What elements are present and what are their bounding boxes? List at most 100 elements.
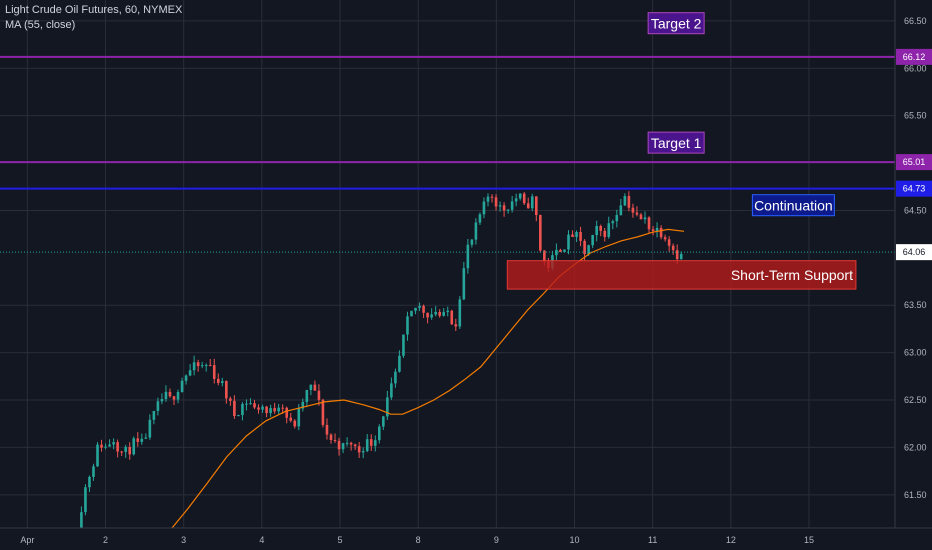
candle-body xyxy=(108,444,111,447)
candle-body xyxy=(575,231,578,237)
candle-body xyxy=(277,407,280,412)
candle-body xyxy=(212,365,216,379)
candle-body xyxy=(603,230,607,237)
candle-body xyxy=(422,305,425,313)
candle-body xyxy=(635,212,639,215)
candle-body xyxy=(454,324,458,327)
annotation-box[interactable] xyxy=(647,12,705,35)
candle-body xyxy=(164,391,168,400)
candle-body xyxy=(526,203,530,209)
candle-body xyxy=(530,196,534,209)
level-value: 65.01 xyxy=(903,157,926,167)
annotation-box[interactable] xyxy=(647,131,705,154)
candle-body xyxy=(329,434,333,440)
y-axis-level-labels: 66.12 65.01 64.73 64.06 xyxy=(896,48,932,261)
candle-body xyxy=(233,400,236,417)
y-tick-label: 66.50 xyxy=(904,16,927,26)
candle-body xyxy=(373,440,377,446)
candle-body xyxy=(136,438,140,442)
candle-body xyxy=(450,310,454,325)
x-tick-label: 5 xyxy=(338,535,343,545)
candle-body xyxy=(361,451,365,453)
candle-body xyxy=(269,408,272,414)
y-axis-ticks: 61.50 62.00 62.50 63.00 63.50 64.50 65.50 66.00… xyxy=(904,16,927,500)
candle-body xyxy=(442,312,446,316)
candle-body xyxy=(341,443,345,450)
candle-body xyxy=(663,237,667,240)
candle-body xyxy=(639,214,643,220)
candle-body xyxy=(398,355,401,372)
candle-body xyxy=(265,406,268,414)
candle-body xyxy=(200,365,204,367)
level-value: 66.12 xyxy=(903,52,926,62)
candle-body xyxy=(587,245,590,255)
candle-body xyxy=(168,391,172,397)
candle-body xyxy=(643,217,647,220)
annotation-label: Target 2 xyxy=(651,16,702,32)
candle-body xyxy=(237,415,240,417)
annotation-box[interactable] xyxy=(751,194,835,217)
candle-body xyxy=(394,371,397,384)
short-term-support-zone xyxy=(506,260,857,290)
candle-body xyxy=(518,193,522,199)
candle-body xyxy=(156,401,160,411)
candle-body xyxy=(301,401,305,409)
candle-body xyxy=(192,362,196,371)
candle-body xyxy=(434,311,437,315)
grid xyxy=(0,0,895,528)
candle-body xyxy=(402,334,405,356)
annotation-label: Target 1 xyxy=(651,135,702,151)
x-tick-label: 2 xyxy=(103,535,108,545)
candle-body xyxy=(297,408,301,427)
candle-body xyxy=(631,207,635,213)
y-tick-label: 63.00 xyxy=(904,348,927,358)
candle-body xyxy=(478,214,482,223)
time-axis[interactable] xyxy=(0,528,932,550)
candle-body xyxy=(116,442,119,452)
candle-body xyxy=(245,403,248,405)
candle-body xyxy=(225,381,228,399)
indicator-label: MA (55, close) xyxy=(5,19,76,31)
candle-body xyxy=(365,439,369,452)
candle-body xyxy=(659,227,663,238)
candle-body xyxy=(325,424,329,435)
candle-body xyxy=(313,384,317,391)
level-badge xyxy=(896,154,932,171)
candle-body xyxy=(253,403,256,408)
candle-body xyxy=(498,205,502,207)
x-tick-label: 4 xyxy=(259,535,264,545)
candle-body xyxy=(506,209,510,211)
candle-body xyxy=(522,193,526,204)
candle-body xyxy=(386,397,389,417)
candles xyxy=(76,191,683,545)
candle-body xyxy=(321,399,325,425)
candle-body xyxy=(132,438,136,455)
candle-body xyxy=(462,268,466,300)
chart-title: Light Crude Oil Futures, 60, NYMEX xyxy=(5,4,183,16)
candle-body xyxy=(216,378,220,383)
candle-body xyxy=(667,239,671,246)
candle-body xyxy=(196,362,200,367)
candle-body xyxy=(249,403,252,405)
candle-body xyxy=(675,250,679,260)
candle-body xyxy=(309,384,313,390)
candle-body xyxy=(482,201,486,215)
candle-body xyxy=(438,311,441,316)
candle-body xyxy=(84,487,87,513)
candle-body xyxy=(651,229,655,232)
candle-body xyxy=(647,217,651,230)
candle-body xyxy=(390,383,393,398)
candle-body xyxy=(305,389,309,402)
candle-body xyxy=(369,439,373,446)
candle-body xyxy=(599,225,603,231)
price-axis[interactable] xyxy=(895,0,932,528)
candle-body xyxy=(534,196,538,216)
candle-body xyxy=(124,446,127,452)
annotation-label: Continuation xyxy=(754,198,833,214)
candle-body xyxy=(486,196,490,202)
candle-body xyxy=(120,451,123,453)
candle-body xyxy=(510,201,514,210)
x-tick-label: 10 xyxy=(570,535,580,545)
candle-body xyxy=(172,396,176,400)
